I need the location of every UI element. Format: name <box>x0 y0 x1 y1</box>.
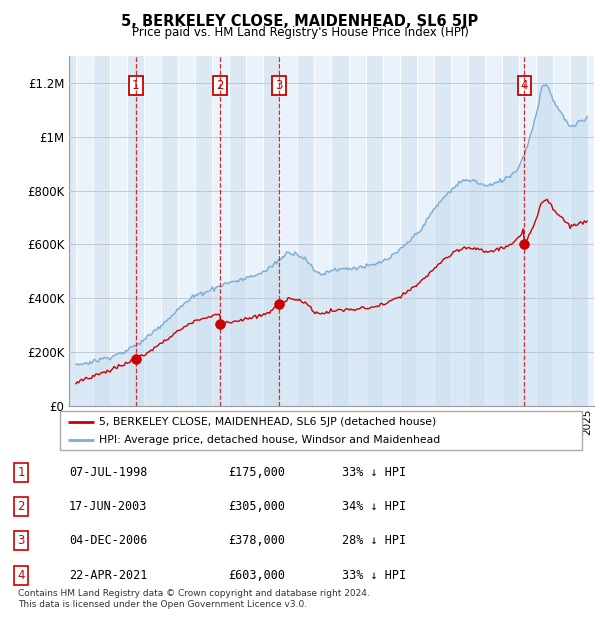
Text: 17-JUN-2003: 17-JUN-2003 <box>69 500 148 513</box>
Text: 2: 2 <box>216 79 224 92</box>
Text: 3: 3 <box>17 534 25 547</box>
Bar <box>417 56 434 406</box>
Text: 1: 1 <box>132 79 140 92</box>
Text: 33% ↓ HPI: 33% ↓ HPI <box>342 569 406 582</box>
Text: HPI: Average price, detached house, Windsor and Maidenhead: HPI: Average price, detached house, Wind… <box>99 435 440 445</box>
Text: £305,000: £305,000 <box>228 500 285 513</box>
Bar <box>280 56 298 406</box>
Text: 07-JUL-1998: 07-JUL-1998 <box>69 466 148 479</box>
Text: 33% ↓ HPI: 33% ↓ HPI <box>342 466 406 479</box>
Text: Price paid vs. HM Land Registry's House Price Index (HPI): Price paid vs. HM Land Registry's House … <box>131 26 469 39</box>
Bar <box>212 56 229 406</box>
Text: 4: 4 <box>17 569 25 582</box>
Text: Contains HM Land Registry data © Crown copyright and database right 2024.
This d: Contains HM Land Registry data © Crown c… <box>18 590 370 609</box>
Bar <box>485 56 502 406</box>
Bar <box>178 56 195 406</box>
Text: £603,000: £603,000 <box>228 569 285 582</box>
Text: £378,000: £378,000 <box>228 534 285 547</box>
Text: 3: 3 <box>275 79 283 92</box>
Bar <box>314 56 331 406</box>
Text: 5, BERKELEY CLOSE, MAIDENHEAD, SL6 5JP (detached house): 5, BERKELEY CLOSE, MAIDENHEAD, SL6 5JP (… <box>99 417 436 427</box>
Bar <box>144 56 161 406</box>
Bar <box>519 56 536 406</box>
Bar <box>76 56 93 406</box>
Text: 28% ↓ HPI: 28% ↓ HPI <box>342 534 406 547</box>
Text: 1: 1 <box>17 466 25 479</box>
Text: 04-DEC-2006: 04-DEC-2006 <box>69 534 148 547</box>
Bar <box>587 56 600 406</box>
Bar <box>451 56 468 406</box>
Bar <box>383 56 400 406</box>
Text: 5, BERKELEY CLOSE, MAIDENHEAD, SL6 5JP: 5, BERKELEY CLOSE, MAIDENHEAD, SL6 5JP <box>121 14 479 29</box>
Text: 2: 2 <box>17 500 25 513</box>
Bar <box>246 56 263 406</box>
Text: 4: 4 <box>521 79 528 92</box>
Bar <box>553 56 570 406</box>
Text: 34% ↓ HPI: 34% ↓ HPI <box>342 500 406 513</box>
Text: 22-APR-2021: 22-APR-2021 <box>69 569 148 582</box>
Bar <box>349 56 365 406</box>
Text: £175,000: £175,000 <box>228 466 285 479</box>
Bar <box>110 56 127 406</box>
